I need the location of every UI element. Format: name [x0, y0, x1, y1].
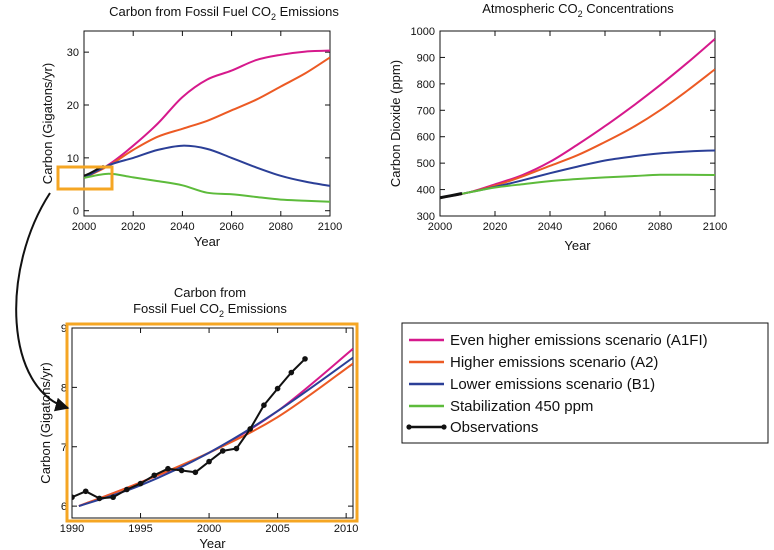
concentrations-y-tick-label: 300: [417, 211, 435, 223]
legend-marker-observations-left: [406, 424, 412, 430]
concentrations-y-tick-label: 600: [417, 132, 435, 144]
emissions-series-group: [84, 49, 330, 203]
zoom-y-tick-label: 6: [61, 501, 67, 513]
zoom-observation-point: [302, 356, 308, 362]
zoom-observation-point: [261, 402, 267, 408]
emissions-y-tick-label: 0: [73, 206, 79, 218]
concentrations-y-tick-label: 1000: [411, 26, 435, 38]
emissions-x-axis-label: Year: [194, 234, 221, 249]
zoom-observation-point: [137, 480, 144, 487]
zoom-series-observations: [72, 358, 306, 500]
emissions-series-a1fi: [84, 49, 330, 179]
concentrations-y-tick-label: 700: [417, 105, 435, 117]
legend-label-b1: Lower emissions scenario (B1): [450, 376, 655, 393]
zoom-observation-point: [165, 465, 171, 472]
concentrations-y-axis-label: Carbon Dioxide (ppm): [388, 60, 403, 187]
concentrations-x-tick-label: 2020: [483, 221, 507, 233]
zoom-observation-point: [206, 458, 212, 465]
zoom-x-tick-label: 2005: [265, 523, 289, 535]
concentration-chart: 2000 2020 2040 2060 2080 2100 300 400 500 600 700 8…: [388, 26, 727, 253]
emissions-x-tick-label: 2100: [318, 221, 342, 233]
emissions-x-tick-label: 2020: [121, 221, 145, 233]
zoom-observation-point: [247, 426, 253, 432]
concentrations-y-tick-label: 800: [417, 79, 435, 91]
legend-label-stabilization: Stabilization 450 ppm: [450, 398, 593, 415]
concentrations-x-tick-label: 2080: [648, 221, 672, 233]
zoom-chart-title-line2: Fossil Fuel CO2 Emissions: [133, 301, 287, 319]
zoom-y-tick-label: 7: [61, 442, 67, 454]
zoom-chart-title-line1: Carbon from: [174, 285, 246, 300]
zoom-observation-point: [110, 494, 116, 501]
concentrations-series-group: [440, 38, 715, 200]
legend-label-observations: Observations: [450, 419, 538, 436]
emissions-plot-frame: [83, 30, 331, 217]
emissions-series-b1: [84, 144, 330, 187]
concentrations-y-tick-label: 900: [417, 52, 435, 64]
emissions-series-stabilization-450: [84, 172, 330, 203]
zoom-x-tick-label: 2010: [334, 523, 358, 535]
emissions-y-axis-label: Carbon (Gigatons/yr): [40, 63, 55, 184]
zoom-observation-point: [124, 486, 130, 493]
zoom-x-tick-label: 2000: [197, 523, 221, 535]
concentrations-x-axis-label: Year: [564, 238, 591, 253]
concentrations-x-tick-label: 2040: [538, 221, 562, 233]
concentrations-x-tick-label: 2100: [703, 221, 727, 233]
zoom-plot-frame: [71, 327, 354, 519]
zoom-observation-point: [151, 472, 158, 479]
concentrations-y-tick-label: 500: [417, 158, 435, 170]
legend-marker-observations-right: [441, 424, 447, 430]
zoom-observation-point: [219, 448, 226, 454]
zoom-x-axis-label: Year: [199, 536, 226, 550]
concentrations-series-observations: [440, 192, 463, 200]
legend: Even higher emissions scenario (A1FI) Hi…: [401, 322, 769, 444]
zoom-y-tick-label: 8: [61, 382, 67, 394]
zoom-observation-point: [178, 467, 185, 474]
zoom-observation-point: [72, 494, 75, 501]
emissions-x-tick-label: 2080: [269, 221, 293, 233]
emissions-chart: 2000 2020 2040 2060 2080 2100 0 10 20 30 Year Carbo…: [40, 30, 342, 249]
concentrations-plot-frame: [439, 30, 716, 217]
emissions-series-a2: [84, 56, 330, 179]
zoom-y-tick-label: 9: [61, 323, 67, 335]
zoom-series-b1: [78, 356, 353, 508]
legend-label-a1fi: Even higher emissions scenario (A1FI): [450, 332, 708, 349]
zoom-arrow: [15, 192, 70, 412]
emissions-chart-title: Carbon from Fossil Fuel CO2 Emissions: [109, 4, 339, 22]
concentrations-x-tick-label: 2000: [428, 221, 452, 233]
concentration-chart-title: Atmospheric CO2 Concentrations: [482, 1, 674, 19]
zoom-observation-point: [192, 469, 199, 476]
concentrations-x-tick-label: 2060: [593, 221, 617, 233]
zoom-observation-point: [96, 495, 103, 502]
emissions-y-tick-label: 10: [67, 153, 79, 165]
emissions-x-tick-label: 2040: [170, 221, 194, 233]
zoom-observation-point: [288, 369, 295, 376]
emissions-x-tick-label: 2060: [219, 221, 243, 233]
zoom-panel-frame: [65, 322, 359, 523]
zoom-y-axis-label: Carbon (Gigatons/yr): [38, 362, 53, 483]
emissions-x-tick-label: 2000: [72, 221, 96, 233]
zoom-observation-point: [274, 385, 281, 392]
emissions-y-tick-label: 20: [67, 100, 79, 112]
zoom-series-a1fi: [78, 348, 353, 508]
legend-label-a2: Higher emissions scenario (A2): [450, 354, 658, 371]
zoom-series-group: [72, 348, 353, 508]
zoom-observation-point: [82, 488, 89, 495]
concentrations-series-stabilization-450: [440, 173, 715, 199]
zoom-observation-point: [233, 445, 240, 452]
zoom-x-tick-label: 1990: [60, 523, 84, 535]
zoom-region-highlight: [56, 165, 114, 191]
concentrations-y-tick-label: 400: [417, 185, 435, 197]
zoom-x-tick-label: 1995: [128, 523, 152, 535]
emissions-y-tick-label: 30: [67, 47, 79, 59]
legend-box: [401, 322, 769, 444]
zoom-chart: 1990 1995 2000 2005 2010 6 7 8 9 Year Carbon (Giga…: [38, 323, 358, 550]
